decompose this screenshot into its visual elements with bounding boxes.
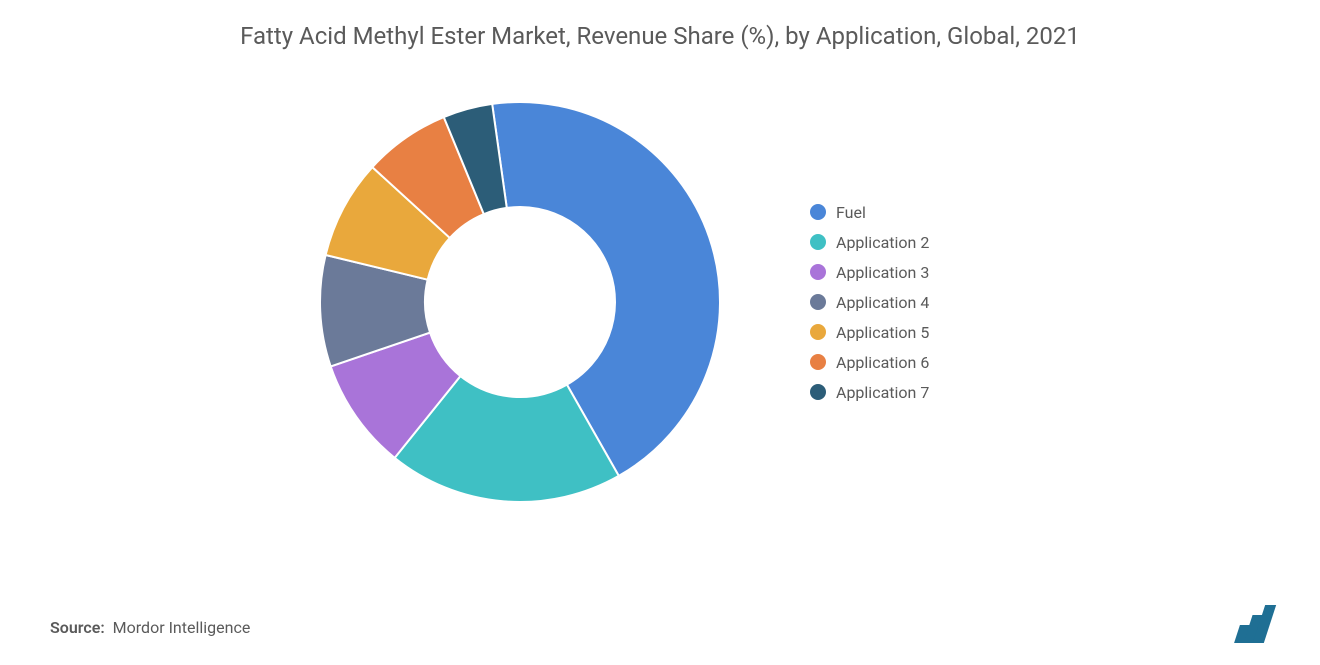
legend-marker-icon: [810, 204, 826, 220]
legend-marker-icon: [810, 234, 826, 250]
chart-body: Fuel Application 2 Application 3 Applicatio…: [50, 62, 1270, 542]
legend-item: Application 2: [810, 233, 1010, 252]
legend-label: Application 2: [836, 233, 929, 252]
legend-item: Application 4: [810, 293, 1010, 312]
legend-marker-icon: [810, 264, 826, 280]
chart-title: Fatty Acid Methyl Ester Market, Revenue …: [110, 20, 1210, 52]
legend-marker-icon: [810, 354, 826, 370]
legend-label: Fuel: [836, 203, 866, 222]
legend-item: Application 5: [810, 323, 1010, 342]
donut-svg: [310, 92, 730, 512]
legend-label: Application 3: [836, 263, 929, 282]
donut-chart: [310, 92, 730, 512]
legend-marker-icon: [810, 324, 826, 340]
legend-label: Application 6: [836, 353, 929, 372]
legend-label: Application 5: [836, 323, 929, 342]
chart-container: Fatty Acid Methyl Ester Market, Revenue …: [0, 0, 1320, 665]
legend-label: Application 7: [836, 383, 929, 402]
legend-item: Fuel: [810, 203, 1010, 222]
source-attribution: Source: Mordor Intelligence: [50, 618, 250, 637]
legend: Fuel Application 2 Application 3 Applicatio…: [810, 203, 1010, 402]
legend-item: Application 6: [810, 353, 1010, 372]
brand-logo-icon: [1237, 605, 1270, 643]
source-text: Mordor Intelligence: [113, 618, 251, 637]
legend-item: Application 3: [810, 263, 1010, 282]
legend-marker-icon: [810, 294, 826, 310]
source-label: Source:: [50, 618, 105, 637]
legend-item: Application 7: [810, 383, 1010, 402]
legend-label: Application 4: [836, 293, 929, 312]
legend-marker-icon: [810, 384, 826, 400]
